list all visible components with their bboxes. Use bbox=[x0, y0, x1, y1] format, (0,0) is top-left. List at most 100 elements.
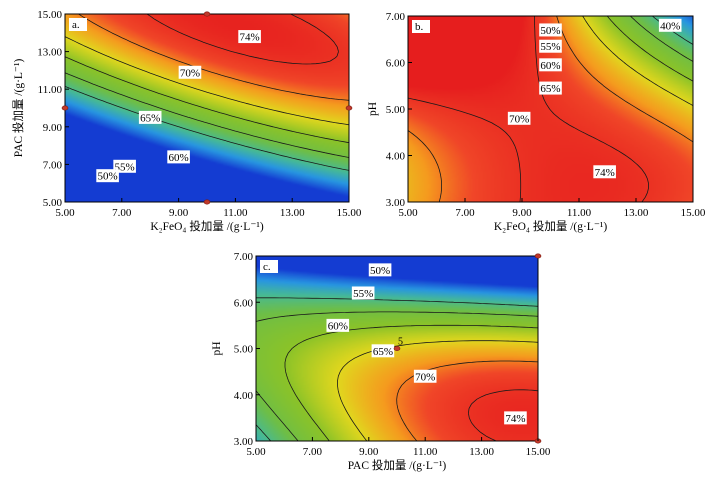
chart-panel-3: 50% 55% 60% 65% 70% 74% 5 c. 5.00 7.00 9.00 11.00 13… bbox=[211, 251, 551, 472]
x-tick-label: 9.00 bbox=[512, 207, 532, 219]
contour-label-box bbox=[371, 344, 395, 358]
x-tick-label: 9.00 bbox=[169, 207, 189, 219]
contour-label: 74% bbox=[505, 413, 525, 425]
panel-label: c. bbox=[263, 261, 271, 273]
x-tick-label: 9.00 bbox=[359, 446, 379, 458]
chart-panel-1: 74% 70% 65% 60% 55%50% a. 5.00 7.00 9.00 11.00 13.… bbox=[11, 9, 362, 233]
panel-label-box bbox=[69, 18, 87, 31]
contour-label: 70% bbox=[180, 67, 200, 79]
contour-label: 50% bbox=[370, 265, 390, 277]
y-tick-label: 3.00 bbox=[234, 436, 254, 448]
contour-label: 55% bbox=[115, 161, 135, 173]
x-tick-label: 7.00 bbox=[303, 446, 323, 458]
contour-label-box bbox=[593, 165, 616, 179]
contour-label: 50% bbox=[540, 25, 560, 37]
contour-line-65 bbox=[582, 15, 694, 106]
contour-label-box bbox=[167, 150, 190, 164]
contour-label: 55% bbox=[353, 288, 373, 300]
y-tick-label: 9.00 bbox=[43, 122, 63, 134]
y-tick-label: 5.00 bbox=[234, 344, 254, 356]
y-axis-title: pH bbox=[367, 102, 379, 116]
contour-line-55 bbox=[255, 311, 539, 442]
x-tick-label: 15.00 bbox=[526, 446, 551, 458]
x-tick-label: 5.00 bbox=[55, 207, 75, 219]
y-tick-label: 15.00 bbox=[37, 9, 62, 21]
contour-line-55 bbox=[64, 72, 350, 158]
design-point bbox=[203, 11, 211, 17]
y-tick-label: 5.00 bbox=[386, 104, 406, 116]
y-tick-label: 4.00 bbox=[234, 390, 254, 402]
panel-label: b. bbox=[415, 21, 424, 33]
contour-label: 65% bbox=[140, 112, 160, 124]
contour-label: 60% bbox=[328, 320, 348, 332]
contour-label-box bbox=[238, 30, 261, 44]
x-tick-label: 11.00 bbox=[223, 207, 248, 219]
x-tick-label: 7.00 bbox=[455, 207, 475, 219]
x-axis-title: PAC 投加量 /(g·L⁻¹) bbox=[348, 458, 447, 472]
x-tick-label: 7.00 bbox=[112, 207, 132, 219]
contour-label-box bbox=[351, 286, 375, 300]
contour-label-box bbox=[413, 369, 437, 383]
contour-label: 70% bbox=[415, 371, 435, 383]
contour-label: 70% bbox=[509, 113, 529, 125]
panel-label-box bbox=[412, 20, 430, 33]
contour-label: 65% bbox=[540, 83, 560, 95]
contour-label: 65% bbox=[373, 346, 393, 358]
contour-line-65 bbox=[64, 36, 350, 126]
contour-label-box bbox=[539, 81, 562, 95]
y-tick-label: 3.00 bbox=[386, 197, 406, 209]
y-tick-label: 6.00 bbox=[234, 297, 254, 309]
contour-label-box bbox=[504, 411, 527, 425]
panel-label: a. bbox=[72, 19, 80, 31]
contour-label-box bbox=[507, 111, 531, 125]
contour-label: 74% bbox=[240, 32, 260, 44]
y-tick-label: 11.00 bbox=[38, 84, 63, 96]
y-tick-label: 5.00 bbox=[43, 197, 63, 209]
contour-label-box bbox=[96, 169, 119, 183]
contour-label-box bbox=[326, 318, 350, 332]
design-point bbox=[534, 253, 542, 259]
x-axis-title: K₂FeO₄ 投加量 /(g·L⁻¹) bbox=[150, 219, 264, 233]
contour-label: 50% bbox=[98, 171, 118, 183]
y-tick-label: 7.00 bbox=[386, 11, 406, 23]
contour-line-74 bbox=[407, 15, 649, 203]
contour-label-box bbox=[138, 110, 162, 124]
contour-label-box bbox=[658, 18, 682, 32]
contour-label: 40% bbox=[660, 20, 680, 32]
contour-label: 60% bbox=[169, 152, 189, 164]
x-tick-label: 5.00 bbox=[398, 207, 418, 219]
y-tick-label: 7.00 bbox=[43, 159, 63, 171]
contour-line-60 bbox=[284, 324, 539, 442]
contour-line-74 bbox=[146, 13, 339, 65]
design-point bbox=[203, 199, 211, 205]
y-tick-label: 4.00 bbox=[386, 151, 406, 163]
x-tick-label: 15.00 bbox=[681, 207, 706, 219]
contour-label: 60% bbox=[540, 60, 560, 72]
x-tick-label: 11.00 bbox=[567, 207, 592, 219]
contour-line-65 bbox=[337, 340, 539, 442]
contour-label: 55% bbox=[540, 41, 560, 53]
contour-label: 74% bbox=[595, 167, 615, 179]
design-point bbox=[393, 345, 401, 351]
x-tick-label: 5.00 bbox=[246, 446, 266, 458]
x-tick-label: 13.00 bbox=[469, 446, 494, 458]
contour-line-74 bbox=[468, 389, 539, 442]
contour-label-box bbox=[178, 65, 202, 79]
y-tick-label: 13.00 bbox=[37, 47, 62, 59]
contour-label-box bbox=[539, 23, 562, 37]
x-tick-label: 15.00 bbox=[337, 207, 362, 219]
x-tick-label: 13.00 bbox=[280, 207, 305, 219]
panel-label-box bbox=[260, 260, 278, 273]
y-axis-title: pH bbox=[211, 341, 223, 355]
contour-label-box bbox=[113, 159, 136, 173]
x-tick-label: 11.00 bbox=[413, 446, 438, 458]
chart-panel-2: 40% 50% 55% 60% 65% 70% 74% b. 5.00 7.00 9.00 11.00… bbox=[367, 11, 706, 233]
x-axis-title: K₂FeO₄ 投加量 /(g·L⁻¹) bbox=[494, 219, 608, 233]
x-tick-label: 13.00 bbox=[624, 207, 649, 219]
y-tick-label: 6.00 bbox=[386, 58, 406, 70]
contour-label-box bbox=[539, 58, 562, 72]
contour-label-box bbox=[539, 39, 562, 53]
y-axis-title: PAC 投加量 /(g·L⁻¹) bbox=[11, 59, 25, 158]
contour-label-box bbox=[368, 263, 392, 277]
